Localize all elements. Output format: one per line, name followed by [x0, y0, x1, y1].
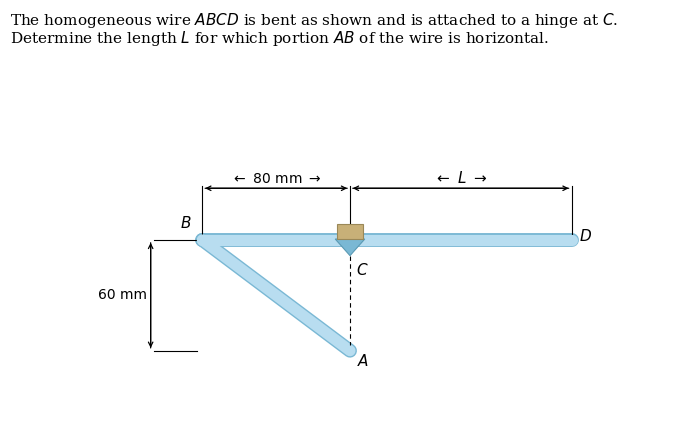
Text: $\leftarrow$ $\it{L}$ $\rightarrow$: $\leftarrow$ $\it{L}$ $\rightarrow$ — [434, 170, 488, 186]
Text: 60 mm: 60 mm — [98, 288, 147, 302]
Text: $\leftarrow$ 80 mm $\rightarrow$: $\leftarrow$ 80 mm $\rightarrow$ — [231, 171, 321, 186]
Text: The homogeneous wire $\it{ABCD}$ is bent as shown and is attached to a hinge at : The homogeneous wire $\it{ABCD}$ is bent… — [10, 11, 619, 30]
Bar — [337, 224, 363, 239]
Text: $C$: $C$ — [356, 262, 368, 278]
Polygon shape — [335, 239, 365, 256]
Text: $B$: $B$ — [180, 215, 191, 231]
Text: $A$: $A$ — [358, 353, 370, 369]
Text: Determine the length $\it{L}$ for which portion $\it{AB}$ of the wire is horizon: Determine the length $\it{L}$ for which … — [10, 29, 550, 48]
Text: $D$: $D$ — [579, 228, 592, 244]
